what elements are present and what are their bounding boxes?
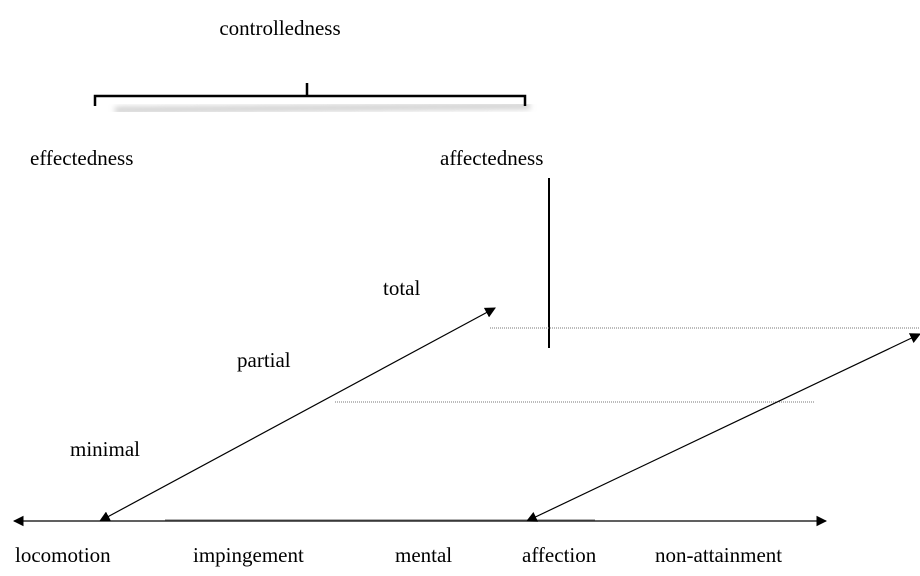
scale-label: locomotion xyxy=(15,543,111,567)
title: controlledness xyxy=(219,16,340,40)
bracket xyxy=(93,83,527,106)
branch-label: effectedness xyxy=(30,146,133,170)
scale-label: affection xyxy=(522,543,597,567)
degree-label: total xyxy=(383,276,420,300)
diagonal-arrow xyxy=(99,307,496,522)
scale-label: impingement xyxy=(193,543,304,567)
bracket-shadow xyxy=(114,103,531,113)
scale-label: non-attainment xyxy=(655,543,782,567)
degree-label: minimal xyxy=(70,437,140,461)
scale-label: mental xyxy=(395,543,452,567)
branch-label: affectedness xyxy=(440,146,543,170)
diagonal-arrow xyxy=(526,333,920,522)
degree-label: partial xyxy=(237,348,291,372)
